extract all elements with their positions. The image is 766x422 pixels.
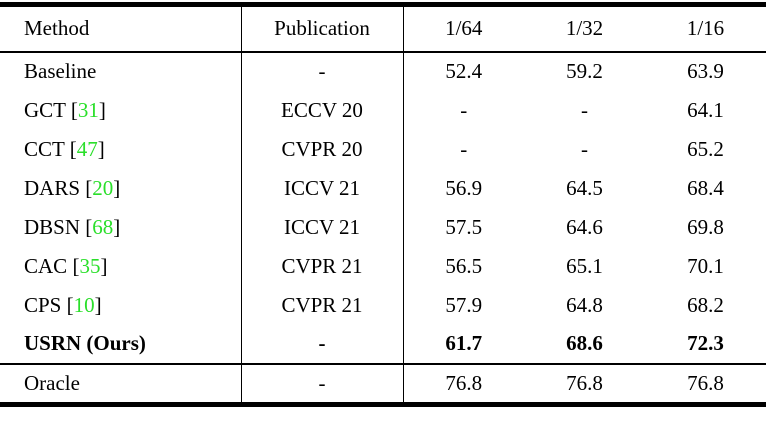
table-row-cac: CAC [35] CVPR 21 56.5 65.1 70.1 [0, 246, 766, 286]
method-label: DARS [24, 175, 86, 200]
value-cell-1-64: 52.4 [402, 51, 524, 91]
value-cell-1-32: 64.6 [566, 214, 603, 239]
value-cell-1-32: 64.8 [566, 292, 603, 317]
value-cell-1-16: 76.8 [687, 370, 724, 395]
citation-bracket: ] [113, 175, 121, 200]
value-cell-1-32: - [581, 136, 588, 161]
publication-cell: ICCV 21 [240, 168, 403, 208]
method-cell: Oracle [0, 364, 241, 405]
value-cell-1-16: 65.2 [687, 136, 724, 161]
method-label: Oracle [24, 370, 80, 395]
publication-cell: ECCV 20 [240, 90, 403, 130]
table-row-cct: CCT [47] CVPR 20 - - 65.2 [0, 129, 766, 169]
citation-link[interactable]: 31 [77, 97, 99, 122]
citation-bracket: [ [85, 175, 93, 200]
table-row-dars: DARS [20] ICCV 21 56.9 64.5 68.4 [0, 168, 766, 208]
table-row-gct: GCT [31] ECCV 20 - - 64.1 [0, 90, 766, 130]
value-cell-1-32: 76.8 [566, 370, 603, 395]
citation-bracket: ] [98, 97, 106, 122]
citation-link[interactable]: 35 [79, 253, 101, 278]
method-cell: DARS [20] [0, 169, 241, 208]
citation-bracket: ] [113, 214, 121, 239]
value-cell-1-16: 69.8 [687, 214, 724, 239]
value-cell-1-16: 68.4 [687, 175, 724, 200]
value-cell-1-64: - [402, 129, 524, 169]
publication-cell: CVPR 21 [240, 246, 403, 286]
value-cell-1-32: - [581, 97, 588, 122]
method-cell: DBSN [68] [0, 208, 241, 247]
value-cell-1-64: 57.5 [402, 207, 524, 247]
value-cell-1-64: 56.5 [402, 246, 524, 286]
col-header-1-64: 1/64 [402, 4, 524, 53]
method-label: GCT [24, 97, 71, 122]
table-row-baseline: Baseline - 52.4 59.2 63.9 [0, 51, 766, 91]
citation-link[interactable]: 20 [92, 175, 114, 200]
citation-bracket: ] [100, 253, 108, 278]
value-cell-1-64: - [402, 90, 524, 130]
publication-cell: - [240, 324, 403, 365]
citation-bracket: ] [97, 136, 105, 161]
citation-link[interactable]: 10 [73, 292, 95, 317]
citation-bracket: [ [70, 97, 78, 122]
publication-cell: CVPR 21 [240, 285, 403, 325]
col-header-1-16: 1/16 [645, 4, 766, 53]
citation-bracket: [ [72, 253, 80, 278]
method-cell: Baseline [0, 52, 241, 91]
table-header-row: Method Publication 1/64 1/32 1/16 [0, 4, 766, 53]
col-header-1-32: 1/32 [524, 4, 645, 53]
value-cell-1-64: 57.9 [402, 285, 524, 325]
value-cell-1-64: 61.7 [402, 324, 524, 365]
publication-cell: ICCV 21 [240, 207, 403, 247]
table-row-usrn-ours: USRN (Ours) - 61.7 68.6 72.3 [0, 324, 766, 365]
method-cell: CAC [35] [0, 247, 241, 286]
publication-cell: - [240, 363, 403, 405]
value-cell-1-32: 64.5 [566, 175, 603, 200]
method-label: Baseline [24, 59, 97, 83]
method-label: DBSN [24, 214, 86, 239]
method-cell: GCT [31] [0, 91, 241, 130]
value-cell-1-64: 76.8 [402, 363, 524, 405]
citation-bracket: ] [94, 292, 102, 317]
value-cell-1-16: 63.9 [687, 59, 724, 83]
value-cell-1-32: 65.1 [566, 253, 603, 278]
col-header-method: Method [0, 4, 241, 53]
value-cell-1-16: 68.2 [687, 292, 724, 317]
citation-bracket: [ [85, 214, 93, 239]
method-cell: CCT [47] [0, 130, 241, 169]
publication-cell: - [240, 51, 403, 91]
table-row-oracle: Oracle - 76.8 76.8 76.8 [0, 363, 766, 405]
value-cell-1-16: 64.1 [687, 97, 724, 122]
table-row-dbsn: DBSN [68] ICCV 21 57.5 64.6 69.8 [0, 207, 766, 247]
value-cell-1-32: 68.6 [524, 324, 645, 365]
value-cell-1-32: 59.2 [566, 59, 603, 83]
method-label: CPS [24, 292, 67, 317]
value-cell-1-16: 70.1 [687, 253, 724, 278]
table-row-cps: CPS [10] CVPR 21 57.9 64.8 68.2 [0, 285, 766, 325]
citation-link[interactable]: 47 [76, 136, 98, 161]
col-header-publication: Publication [240, 4, 403, 53]
method-cell: USRN (Ours) [0, 324, 241, 365]
value-cell-1-64: 56.9 [402, 168, 524, 208]
citation-bracket: [ [69, 136, 77, 161]
method-label: USRN (Ours) [24, 331, 146, 355]
method-label: CCT [24, 136, 70, 161]
method-label: CAC [24, 253, 73, 278]
value-cell-1-16: 72.3 [645, 324, 766, 365]
publication-cell: CVPR 20 [240, 129, 403, 169]
results-table: Method Publication 1/64 1/32 1/16 Baseli… [0, 2, 766, 407]
citation-bracket: [ [66, 292, 74, 317]
citation-link[interactable]: 68 [92, 214, 114, 239]
method-cell: CPS [10] [0, 286, 241, 325]
